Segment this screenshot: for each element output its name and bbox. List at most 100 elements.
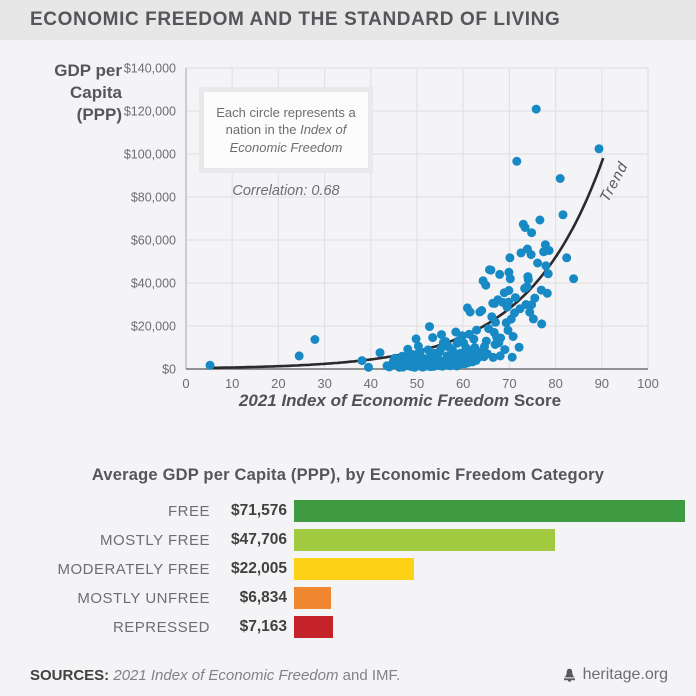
scatter-plot: $0 $20,000 $40,000 $60,000 $80,000 $100,000 $1… (124, 62, 659, 392)
nation-dot (525, 307, 535, 317)
nation-dot (364, 362, 373, 372)
nation-dot (465, 307, 475, 317)
brand-text: heritage.org (582, 666, 668, 683)
nation-dot (472, 325, 482, 335)
bar-row: MOSTLY UNFREE $6,834 (0, 587, 696, 609)
nation-dot (520, 223, 530, 232)
category-bar (294, 500, 685, 522)
nation-dot (544, 246, 554, 255)
nation-dot (495, 351, 505, 361)
nation-dot (531, 104, 541, 114)
x-tick-label: 40 (364, 376, 378, 391)
x-tick-label: 60 (456, 376, 470, 391)
nation-dot (481, 280, 491, 290)
y-tick-label: $140,000 (124, 62, 176, 76)
nation-dot (508, 332, 518, 341)
bar-chart-title: Average GDP per Capita (PPP), by Economi… (91, 466, 605, 484)
y-tick-label: $120,000 (124, 105, 176, 119)
category-bar (294, 529, 555, 551)
category-label: FREE (167, 502, 210, 520)
value-label: $6,834 (239, 589, 287, 606)
heritage-brand[interactable]: heritage.org (562, 666, 668, 684)
y-tick-label: $40,000 (131, 277, 176, 291)
nation-dot (425, 322, 434, 332)
nation-dot (491, 317, 500, 327)
value-label: $71,576 (230, 502, 287, 519)
nation-dot (594, 144, 604, 154)
nation-dot (512, 156, 522, 166)
nation-dot (526, 250, 536, 260)
nation-dot (505, 253, 515, 263)
x-tick-label: 0 (182, 376, 189, 391)
correlation-label: Correlation: 0.68 (232, 183, 340, 199)
nation-dot (477, 306, 487, 315)
nation-dot (522, 282, 532, 292)
category-bar (294, 616, 334, 638)
nation-dot (528, 314, 538, 324)
footer: SOURCES: 2021 Index of Economic Freedom … (0, 662, 696, 688)
bar-row: FREE $71,576 (0, 500, 696, 522)
category-bar (294, 587, 332, 609)
nation-dot (542, 288, 552, 298)
x-tick-label: 80 (548, 376, 562, 391)
nation-dot (481, 336, 491, 346)
x-tick-label: 90 (595, 376, 609, 391)
header-band: ECONOMIC FREEDOM AND THE STANDARD OF LIV… (0, 0, 696, 40)
x-tick-label: 30 (317, 376, 331, 391)
y-tick-label: $20,000 (131, 320, 176, 334)
nation-dot (541, 261, 551, 271)
nation-dot (488, 352, 498, 362)
x-axis-title: 2021 Index of Economic Freedom Score (238, 391, 562, 410)
category-label: MODERATELY FREE (57, 560, 210, 578)
y-tick-label: $60,000 (131, 234, 176, 248)
nation-dot (533, 258, 543, 268)
category-label: MOSTLY FREE (100, 531, 210, 549)
annotation-box: Each circle represents a nation in the I… (199, 87, 373, 173)
y-tick-label: $80,000 (131, 191, 176, 205)
value-label: $7,163 (239, 618, 287, 635)
nation-dot (543, 269, 553, 279)
value-label: $22,005 (230, 560, 287, 577)
x-tick-label: 10 (225, 376, 239, 391)
nation-dot (523, 275, 533, 285)
nation-dot (411, 334, 421, 344)
x-tick-label: 20 (271, 376, 285, 391)
y-tick-label: $100,000 (124, 148, 176, 162)
category-bar (294, 558, 415, 580)
nation-dot (310, 335, 320, 344)
y-tick-label: $0 (162, 363, 176, 377)
nation-dot (514, 342, 524, 352)
nation-dot (562, 253, 572, 263)
nation-dot (527, 228, 537, 238)
category-label: MOSTLY UNFREE (77, 589, 210, 607)
annotation-text: Each circle represents a nation in the I… (216, 105, 356, 155)
nation-dot (357, 356, 367, 366)
nation-dot (470, 343, 480, 352)
nation-dot (437, 330, 446, 340)
nation-dot (495, 269, 505, 279)
nation-dot (507, 352, 517, 362)
bar-row: REPRESSED $7,163 (0, 616, 696, 638)
x-tick-label: 70 (502, 376, 516, 391)
nation-dot (569, 274, 579, 284)
bar-row: MOSTLY FREE $47,706 (0, 529, 696, 551)
nation-dot (503, 325, 513, 335)
category-label: REPRESSED (112, 618, 210, 636)
nation-dot (486, 265, 496, 275)
x-tick-label: 100 (637, 376, 659, 391)
nation-dot (535, 215, 545, 225)
nation-dot (496, 333, 506, 343)
nation-dot (294, 351, 304, 361)
page-title: ECONOMIC FREEDOM AND THE STANDARD OF LIV… (30, 9, 561, 30)
nation-dot (504, 297, 513, 307)
nation-dot (555, 174, 565, 183)
y-axis-title: GDP per Capita (PPP) (54, 61, 122, 125)
nation-dot (205, 360, 215, 370)
bar-row: MODERATELY FREE $22,005 (0, 558, 696, 580)
bar-chart: FREE $71,576 MOSTLY FREE $47,706 MODERATELY … (0, 500, 696, 645)
nation-dot (428, 333, 438, 343)
liberty-bell-icon (563, 668, 575, 682)
nation-dot (558, 210, 568, 220)
sources-line: SOURCES: 2021 Index of Economic Freedom … (30, 666, 401, 684)
nation-dot (375, 348, 385, 358)
